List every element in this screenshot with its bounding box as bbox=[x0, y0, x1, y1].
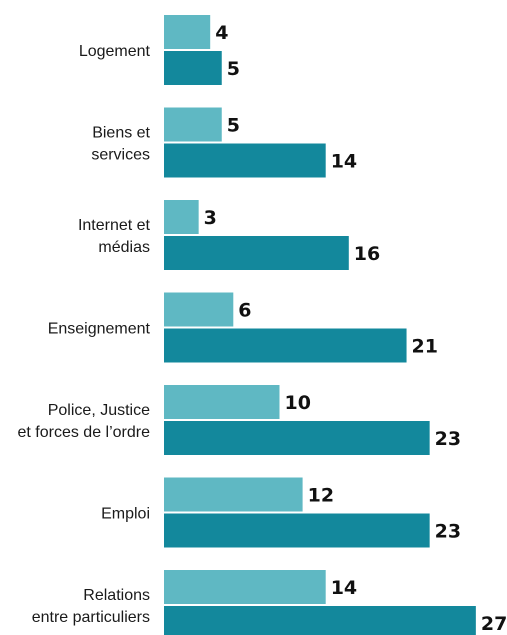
category-label: Biens et bbox=[92, 125, 150, 142]
category-label: Internet et bbox=[78, 217, 151, 234]
value-label: 3 bbox=[204, 207, 217, 229]
value-label: 12 bbox=[308, 485, 334, 507]
value-label: 14 bbox=[331, 577, 357, 599]
value-label: 6 bbox=[238, 300, 251, 322]
category-label: entre particuliers bbox=[32, 609, 150, 626]
category-label: Relations bbox=[83, 587, 150, 604]
value-label: 5 bbox=[227, 58, 240, 80]
bar-dark bbox=[164, 513, 430, 548]
bar-dark bbox=[164, 328, 407, 363]
category-label: Emploi bbox=[101, 506, 150, 523]
bar-dark bbox=[164, 51, 222, 85]
category-label: et forces de l’ordre bbox=[17, 424, 150, 441]
category-labels: Logement Biens et services Internet et média… bbox=[17, 43, 150, 626]
bar-light bbox=[164, 385, 280, 419]
bars bbox=[164, 15, 476, 635]
category-label: Police, Justice bbox=[48, 402, 150, 419]
bar-light bbox=[164, 477, 303, 512]
bar-light bbox=[164, 292, 234, 327]
value-label: 23 bbox=[435, 428, 461, 450]
category-label: Enseignement bbox=[48, 321, 151, 338]
category-label: Logement bbox=[79, 43, 151, 60]
bar-light bbox=[164, 107, 222, 142]
value-label: 14 bbox=[331, 151, 357, 173]
value-label: 21 bbox=[412, 336, 438, 358]
value-label: 23 bbox=[435, 521, 461, 543]
bar-dark bbox=[164, 143, 326, 178]
value-label: 4 bbox=[215, 22, 228, 44]
bar-dark bbox=[164, 606, 476, 635]
bar-light bbox=[164, 15, 211, 49]
category-label: services bbox=[91, 147, 150, 164]
value-labels: 4 5 5 14 3 16 6 21 10 23 12 23 14 27 bbox=[204, 22, 507, 635]
value-label: 16 bbox=[354, 243, 380, 265]
value-label: 5 bbox=[227, 115, 240, 137]
bar-dark bbox=[164, 421, 430, 455]
value-label: 10 bbox=[285, 392, 311, 414]
bar-light bbox=[164, 200, 199, 234]
category-label: médias bbox=[98, 239, 150, 256]
bar-light bbox=[164, 570, 326, 604]
bar-dark bbox=[164, 236, 349, 270]
value-label: 27 bbox=[481, 613, 507, 635]
